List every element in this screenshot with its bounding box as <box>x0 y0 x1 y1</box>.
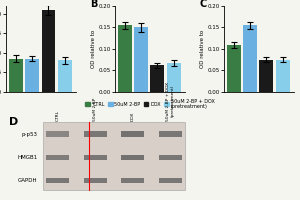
Bar <box>58 60 72 92</box>
Legend: CTRL, 50uM 2-BP, DOX, 50uM 2-BP + DOX
(pretreatment): CTRL, 50uM 2-BP, DOX, 50uM 2-BP + DOX (p… <box>85 99 214 109</box>
Bar <box>167 63 181 92</box>
FancyBboxPatch shape <box>159 178 182 183</box>
Bar <box>9 59 23 92</box>
Text: DOX: DOX <box>131 111 135 121</box>
Bar <box>276 60 289 92</box>
Text: C: C <box>199 0 206 9</box>
Y-axis label: OD relative to: OD relative to <box>200 30 205 68</box>
Text: p-p53: p-p53 <box>22 132 38 137</box>
FancyBboxPatch shape <box>84 131 107 137</box>
FancyBboxPatch shape <box>46 155 69 160</box>
Text: 50uM 2-BP + DOX
(pretreatment): 50uM 2-BP + DOX (pretreatment) <box>166 82 175 121</box>
Text: GAPDH: GAPDH <box>18 178 38 183</box>
FancyBboxPatch shape <box>46 131 69 137</box>
FancyBboxPatch shape <box>121 178 144 183</box>
Text: D: D <box>9 117 18 127</box>
FancyBboxPatch shape <box>46 178 69 183</box>
FancyBboxPatch shape <box>44 122 184 190</box>
Bar <box>243 25 257 92</box>
Text: 50uM 2-BP: 50uM 2-BP <box>93 97 97 121</box>
Bar <box>150 65 164 92</box>
Text: CTRL: CTRL <box>56 110 60 121</box>
FancyBboxPatch shape <box>121 155 144 160</box>
FancyBboxPatch shape <box>121 131 144 137</box>
Bar <box>134 27 148 92</box>
Bar <box>118 25 132 92</box>
Bar <box>41 10 56 92</box>
FancyBboxPatch shape <box>84 155 107 160</box>
FancyBboxPatch shape <box>84 178 107 183</box>
Bar <box>25 59 39 92</box>
Bar <box>259 60 273 92</box>
Text: B: B <box>90 0 98 9</box>
FancyBboxPatch shape <box>159 155 182 160</box>
FancyBboxPatch shape <box>159 131 182 137</box>
Y-axis label: OD relative to: OD relative to <box>91 30 96 68</box>
Text: HMGB1: HMGB1 <box>18 155 38 160</box>
Bar <box>226 45 241 92</box>
